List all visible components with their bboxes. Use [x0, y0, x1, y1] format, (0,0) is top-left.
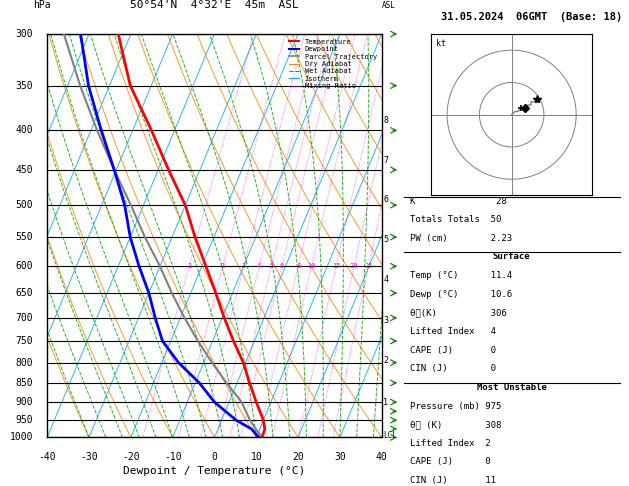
Text: 700: 700	[16, 313, 33, 323]
Text: -30: -30	[80, 451, 97, 462]
Text: -20: -20	[122, 451, 140, 462]
Text: 4: 4	[257, 263, 262, 269]
Text: PW (cm)        2.23: PW (cm) 2.23	[410, 234, 513, 243]
Text: 3: 3	[384, 316, 388, 325]
Text: Lifted Index   4: Lifted Index 4	[410, 327, 496, 336]
Text: 1000: 1000	[9, 433, 33, 442]
Text: hPa: hPa	[33, 0, 51, 10]
Text: 0: 0	[211, 451, 218, 462]
Text: 20: 20	[292, 451, 304, 462]
Text: 950: 950	[16, 415, 33, 425]
Text: -10: -10	[164, 451, 181, 462]
Text: 31.05.2024  06GMT  (Base: 18): 31.05.2024 06GMT (Base: 18)	[442, 12, 623, 22]
Text: LCL: LCL	[384, 431, 398, 439]
Text: Dewpoint / Temperature (°C): Dewpoint / Temperature (°C)	[123, 466, 306, 476]
Text: 900: 900	[16, 397, 33, 407]
Text: CIN (J)        0: CIN (J) 0	[410, 364, 496, 373]
Text: 750: 750	[16, 336, 33, 346]
Text: 10: 10	[307, 263, 316, 269]
Text: Pressure (mb) 975: Pressure (mb) 975	[410, 401, 501, 411]
Text: 850: 850	[16, 378, 33, 388]
Text: K               28: K 28	[410, 196, 507, 206]
Text: 350: 350	[16, 81, 33, 91]
Text: 30: 30	[334, 451, 346, 462]
Text: 400: 400	[16, 125, 33, 136]
Text: 5: 5	[384, 235, 388, 244]
Text: 4: 4	[384, 276, 388, 284]
Text: Dewp (°C)      10.6: Dewp (°C) 10.6	[410, 290, 513, 299]
Text: 650: 650	[16, 288, 33, 298]
Text: km
ASL: km ASL	[381, 0, 396, 10]
Text: 2: 2	[221, 263, 225, 269]
Text: Most Unstable: Most Unstable	[477, 383, 547, 392]
Text: 5: 5	[269, 263, 274, 269]
Text: 8: 8	[384, 116, 388, 125]
Text: CAPE (J)      0: CAPE (J) 0	[410, 457, 491, 467]
Text: CIN (J)       11: CIN (J) 11	[410, 476, 496, 485]
Text: 15: 15	[332, 263, 340, 269]
Text: 20: 20	[350, 263, 359, 269]
Text: 550: 550	[16, 232, 33, 242]
Text: 1: 1	[384, 398, 388, 407]
Text: 500: 500	[16, 200, 33, 210]
Text: 40: 40	[376, 451, 387, 462]
Text: 6: 6	[280, 263, 284, 269]
Text: θᴇ (K)        308: θᴇ (K) 308	[410, 420, 501, 429]
Text: CAPE (J)       0: CAPE (J) 0	[410, 346, 496, 355]
Text: 25: 25	[364, 263, 373, 269]
Text: 6: 6	[384, 195, 388, 204]
Text: θᴇ(K)          306: θᴇ(K) 306	[410, 309, 507, 317]
Text: 2: 2	[384, 356, 388, 365]
Text: 7: 7	[384, 156, 388, 165]
Legend: Temperature, Dewpoint, Parcel Trajectory, Dry Adiabat, Wet Adiabat, Isotherm, Mi: Temperature, Dewpoint, Parcel Trajectory…	[287, 37, 378, 90]
Text: 1: 1	[187, 263, 191, 269]
Text: 600: 600	[16, 261, 33, 271]
Text: 450: 450	[16, 165, 33, 175]
Text: 300: 300	[16, 29, 33, 39]
Text: Temp (°C)      11.4: Temp (°C) 11.4	[410, 271, 513, 280]
Text: 3: 3	[242, 263, 246, 269]
Text: 50°54'N  4°32'E  45m  ASL: 50°54'N 4°32'E 45m ASL	[130, 0, 299, 10]
Text: 8: 8	[296, 263, 301, 269]
Text: Lifted Index  2: Lifted Index 2	[410, 439, 491, 448]
Text: kt: kt	[436, 39, 446, 48]
Text: 800: 800	[16, 358, 33, 367]
Text: -40: -40	[38, 451, 56, 462]
Text: Totals Totals  50: Totals Totals 50	[410, 215, 501, 224]
Text: Surface: Surface	[493, 253, 530, 261]
Text: 10: 10	[250, 451, 262, 462]
